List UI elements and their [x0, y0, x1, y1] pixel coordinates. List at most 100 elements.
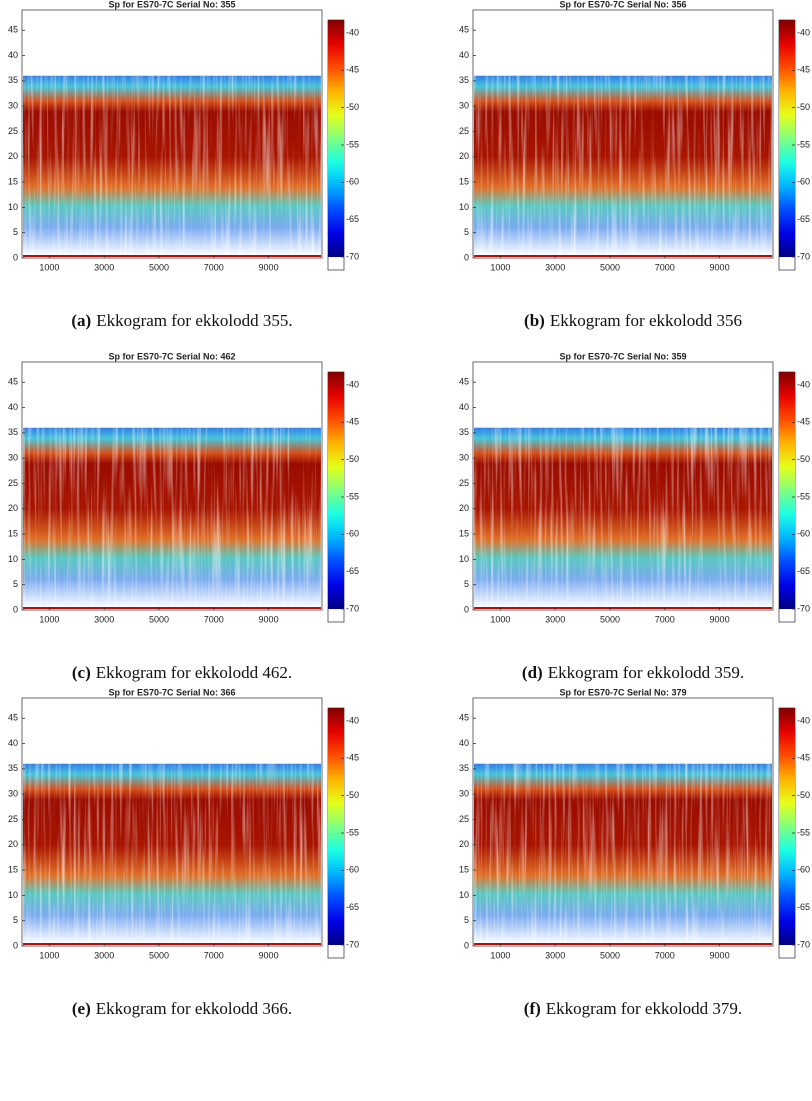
y-tick-label: 40: [459, 402, 469, 412]
x-tick-label: 3000: [545, 950, 565, 960]
caption-label: (e): [72, 999, 91, 1018]
caption-text: Ekkogram for ekkolodd 366.: [96, 999, 292, 1018]
x-tick-label: 7000: [655, 614, 675, 624]
x-tick-label: 9000: [259, 614, 279, 624]
colorbar-tick-label: -60: [346, 177, 359, 187]
y-tick-label: 10: [459, 554, 469, 564]
caption-text: Ekkogram for ekkolodd 462.: [96, 663, 292, 682]
colorbar: [328, 20, 344, 257]
caption-text: Ekkogram for ekkolodd 379.: [546, 999, 742, 1018]
y-tick-label: 25: [8, 814, 18, 824]
x-tick-label: 1000: [39, 950, 59, 960]
colorbar-tick-label: -45: [797, 753, 810, 763]
y-tick-label: 5: [464, 579, 469, 589]
y-tick-label: 35: [459, 763, 469, 773]
x-tick-label: 9000: [710, 614, 730, 624]
y-tick-label: 30: [459, 101, 469, 111]
colorbar-tick-label: -55: [346, 139, 359, 149]
y-tick-label: 40: [8, 402, 18, 412]
caption-label: (d): [522, 663, 543, 682]
bottom-line: [474, 607, 772, 609]
y-tick-label: 15: [459, 176, 469, 186]
y-tick-label: 15: [459, 528, 469, 538]
y-tick-label: 25: [459, 478, 469, 488]
panel: Sp for ES70-7C Serial No: 462 1000 3000 500…: [8, 351, 359, 682]
caption: (c) Ekkogram for ekkolodd 462.: [72, 663, 292, 682]
caption: (d) Ekkogram for ekkolodd 359.: [522, 663, 744, 682]
y-tick-label: 20: [8, 503, 18, 513]
panel: Sp for ES70-7C Serial No: 355 1000 3000 500…: [8, 0, 359, 330]
x-tick-label: 3000: [94, 262, 114, 272]
colorbar-tick-label: -70: [346, 251, 359, 261]
colorbar-tick-label: -55: [797, 139, 810, 149]
x-tick-label: 5000: [600, 950, 620, 960]
y-tick-label: 25: [8, 126, 18, 136]
y-tick-label: 25: [459, 126, 469, 136]
y-tick-label: 20: [459, 151, 469, 161]
y-tick-label: 15: [8, 528, 18, 538]
echogram-streaks: [474, 75, 772, 256]
y-tick-label: 20: [8, 839, 18, 849]
colorbar-tick-label: -45: [797, 65, 810, 75]
y-tick-label: 45: [8, 713, 18, 723]
colorbar-tick-label: -60: [797, 529, 810, 539]
colorbar-tick-label: -60: [797, 865, 810, 875]
echogram-streaks: [474, 763, 772, 944]
x-tick-label: 9000: [710, 950, 730, 960]
y-tick-label: 0: [464, 604, 469, 614]
panel: Sp for ES70-7C Serial No: 366 1000 3000 500…: [8, 687, 359, 1018]
y-tick-label: 35: [459, 427, 469, 437]
colorbar-tick-label: -70: [797, 251, 810, 261]
colorbar-tick-label: -65: [797, 902, 810, 912]
x-tick-label: 3000: [94, 950, 114, 960]
colorbar-tick-label: -45: [346, 417, 359, 427]
colorbar-tick-label: -45: [346, 753, 359, 763]
caption: (e) Ekkogram for ekkolodd 366.: [72, 999, 292, 1018]
y-tick-label: 5: [13, 579, 18, 589]
y-tick-label: 40: [459, 50, 469, 60]
y-tick-label: 35: [8, 427, 18, 437]
y-tick-label: 30: [8, 101, 18, 111]
x-tick-label: 7000: [204, 614, 224, 624]
x-tick-label: 1000: [490, 950, 510, 960]
y-tick-label: 25: [8, 478, 18, 488]
y-tick-label: 45: [459, 713, 469, 723]
y-tick-label: 5: [13, 915, 18, 925]
x-tick-label: 7000: [204, 262, 224, 272]
colorbar-tick-label: -70: [797, 939, 810, 949]
x-tick-label: 1000: [490, 614, 510, 624]
echogram-streaks: [474, 427, 772, 608]
colorbar: [328, 372, 344, 609]
y-tick-label: 10: [459, 202, 469, 212]
colorbar-tick-label: -70: [797, 603, 810, 613]
colorbar: [779, 708, 795, 945]
colorbar-tick-label: -50: [797, 790, 810, 800]
panel: Sp for ES70-7C Serial No: 356 1000 3000 500…: [459, 0, 810, 330]
y-tick-label: 0: [13, 252, 18, 262]
bottom-line: [23, 607, 321, 609]
y-tick-label: 25: [459, 814, 469, 824]
colorbar-tick-label: -50: [346, 102, 359, 112]
x-tick-label: 3000: [545, 614, 565, 624]
caption-text: Ekkogram for ekkolodd 355.: [96, 311, 292, 330]
x-tick-label: 9000: [259, 262, 279, 272]
chart-title: Sp for ES70-7C Serial No: 359: [559, 351, 686, 361]
colorbar-tick-label: -45: [797, 417, 810, 427]
colorbar-tick-label: -45: [346, 65, 359, 75]
panel: Sp for ES70-7C Serial No: 379 1000 3000 500…: [459, 687, 810, 1018]
y-tick-label: 0: [464, 252, 469, 262]
x-tick-label: 7000: [655, 262, 675, 272]
chart-title: Sp for ES70-7C Serial No: 355: [108, 0, 235, 9]
colorbar-tick-label: -60: [346, 529, 359, 539]
echogram-streaks: [23, 427, 321, 608]
caption-label: (f): [524, 999, 541, 1018]
colorbar: [779, 372, 795, 609]
y-tick-label: 45: [459, 25, 469, 35]
colorbar-tick-label: -55: [346, 827, 359, 837]
y-tick-label: 35: [8, 75, 18, 85]
y-tick-label: 30: [8, 453, 18, 463]
y-tick-label: 15: [8, 864, 18, 874]
colorbar-tick-label: -40: [797, 379, 810, 389]
x-tick-label: 5000: [600, 614, 620, 624]
caption-label: (a): [71, 311, 91, 330]
